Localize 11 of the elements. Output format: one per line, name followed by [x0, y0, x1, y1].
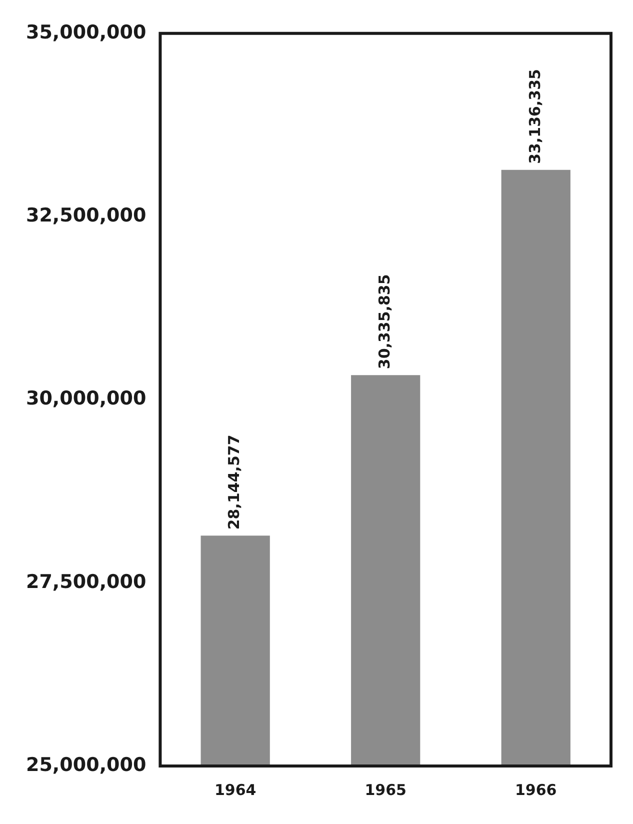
- y-tick-label: 30,000,000: [26, 388, 146, 410]
- x-tick-label: 1966: [514, 780, 557, 799]
- data-label: 28,144,577: [225, 434, 244, 530]
- y-tick-label: 27,500,000: [26, 570, 146, 593]
- y-tick-label: 32,500,000: [26, 204, 146, 226]
- y-tick-label: 25,000,000: [26, 754, 146, 776]
- y-tick-label: 35,000,000: [26, 21, 146, 44]
- x-tick-label: 1965: [364, 780, 406, 799]
- data-label: 33,136,335: [526, 69, 544, 164]
- x-tick-label: 1964: [214, 780, 256, 799]
- data-label: 30,335,835: [375, 274, 394, 370]
